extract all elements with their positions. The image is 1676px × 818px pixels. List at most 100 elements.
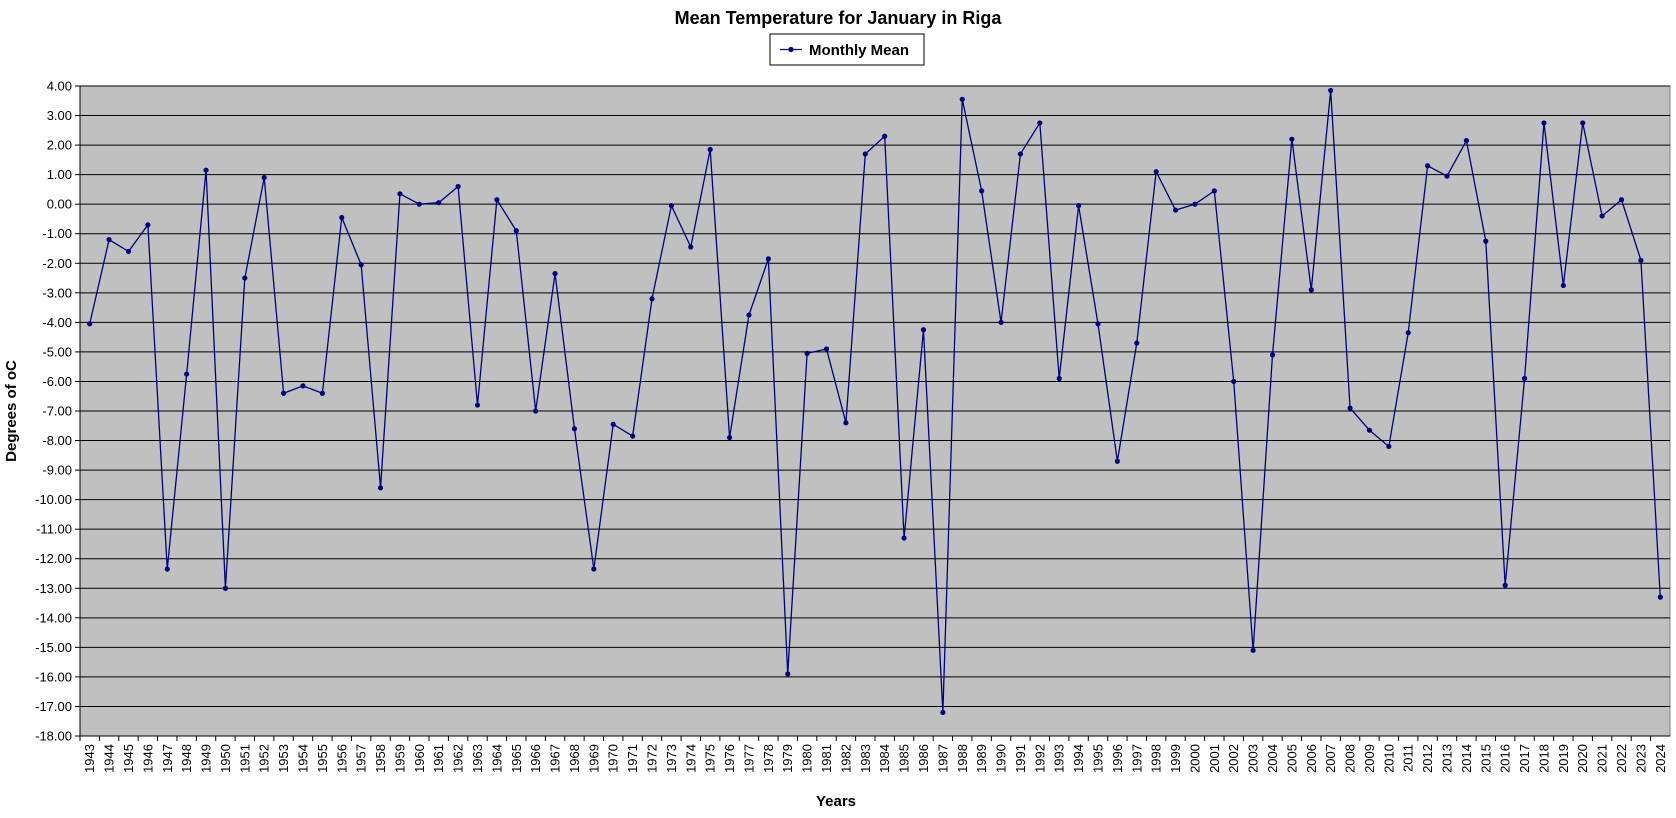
y-tick-label: -5.00	[42, 344, 72, 359]
data-point	[998, 319, 1004, 325]
data-point	[1231, 378, 1237, 385]
data-point	[125, 248, 132, 255]
x-tick-label: 1973	[664, 744, 679, 773]
data-point	[87, 321, 93, 327]
data-point	[882, 133, 888, 139]
x-tick-label: 1991	[1013, 744, 1028, 773]
data-point	[1405, 330, 1411, 336]
data-point	[804, 350, 810, 356]
data-point	[1521, 375, 1528, 382]
legend-point-marker	[788, 46, 794, 53]
x-tick-label: 1995	[1090, 744, 1105, 773]
data-point	[1638, 257, 1644, 263]
x-tick-label: 1948	[179, 744, 194, 773]
data-point	[1308, 287, 1314, 293]
x-tick-label: 2015	[1478, 744, 1493, 773]
x-tick-label: 1965	[509, 744, 524, 773]
x-tick-label: 2000	[1187, 744, 1202, 773]
x-tick-label: 1963	[470, 744, 485, 773]
x-tick-label: 1993	[1052, 744, 1067, 773]
y-tick-label: -12.00	[35, 551, 72, 566]
data-point	[145, 222, 151, 228]
data-point	[1328, 87, 1334, 94]
x-tick-label: 1946	[140, 744, 155, 773]
x-axis-ticks: 1943 1944 1945 1946 1947 1948 1949 1950 1951 1952…	[79, 86, 1670, 773]
series-line	[89, 89, 1661, 714]
data-point	[106, 237, 112, 243]
data-point	[494, 197, 500, 203]
x-tick-label: 2012	[1420, 744, 1435, 773]
x-tick-label: 1949	[199, 744, 214, 773]
y-tick-label: 2.00	[47, 138, 72, 153]
y-tick-label: 4.00	[47, 79, 72, 94]
x-tick-label: 1983	[858, 744, 873, 773]
x-tick-label: 1953	[276, 744, 291, 773]
data-point	[280, 390, 287, 396]
y-tick-label: -9.00	[42, 463, 72, 478]
data-point	[862, 151, 868, 157]
y-tick-label: -11.00	[36, 522, 72, 537]
data-point	[533, 408, 539, 414]
x-tick-label: 2004	[1265, 744, 1280, 773]
x-tick-label: 2023	[1633, 744, 1648, 773]
y-tick-label: 0.00	[47, 197, 72, 212]
x-tick-label: 1977	[741, 744, 756, 773]
data-point	[1134, 340, 1140, 346]
data-point	[1618, 197, 1625, 203]
x-tick-label: 1943	[82, 744, 97, 773]
data-point	[1347, 405, 1353, 411]
x-tick-label: 1971	[625, 744, 640, 773]
y-tick-label: -3.00	[42, 285, 72, 300]
data-point	[1386, 443, 1392, 450]
y-tick-label: -6.00	[42, 374, 72, 389]
data-point	[1269, 352, 1276, 358]
data-point	[979, 188, 985, 194]
x-tick-label: 1980	[800, 744, 815, 773]
data-point	[1580, 120, 1586, 126]
data-point	[1211, 188, 1217, 194]
x-tick-label: 1981	[819, 744, 834, 773]
x-tick-label: 1999	[1168, 744, 1183, 773]
x-tick-label: 1996	[1110, 744, 1125, 773]
data-point	[436, 200, 442, 206]
data-point	[1560, 282, 1566, 289]
data-point	[726, 434, 733, 441]
data-point	[222, 585, 229, 591]
y-tick-label: -17.00	[35, 699, 72, 714]
data-point	[765, 256, 771, 262]
data-point	[377, 485, 384, 491]
x-tick-label: 2018	[1536, 744, 1551, 773]
y-tick-label: -2.00	[42, 256, 72, 271]
data-point	[823, 346, 830, 352]
data-point	[1250, 647, 1256, 653]
data-point	[184, 371, 190, 377]
x-tick-label: 1959	[392, 744, 407, 773]
x-tick-label: 2021	[1595, 744, 1610, 773]
x-tick-label: 1947	[160, 744, 175, 773]
data-point	[1483, 238, 1489, 244]
x-tick-label: 1950	[218, 744, 233, 773]
x-tick-label: 2006	[1304, 744, 1319, 773]
y-tick-label: -18.00	[35, 729, 72, 744]
y-axis-ticks: -18.00 -17.00 -16.00 -15.00 -14.00 -13.00 -12.…	[35, 79, 80, 744]
x-axis-title: Years	[816, 793, 856, 810]
data-point	[339, 214, 345, 221]
x-tick-label: 1976	[722, 744, 737, 773]
y-tick-label: -14.00	[35, 610, 72, 625]
y-tick-label: -10.00	[35, 492, 72, 507]
y-tick-label: -13.00	[35, 581, 72, 596]
x-tick-label: 1998	[1149, 744, 1164, 773]
data-point	[203, 167, 209, 173]
x-tick-label: 2024	[1653, 744, 1668, 773]
data-point	[1599, 213, 1605, 219]
x-tick-label: 2013	[1440, 744, 1455, 773]
data-point	[746, 312, 752, 318]
data-point	[1095, 321, 1101, 327]
data-point	[1153, 169, 1159, 175]
x-tick-label: 1989	[974, 744, 989, 773]
x-tick-label: 2009	[1362, 744, 1377, 773]
x-tick-label: 1958	[373, 744, 388, 773]
data-point	[1541, 120, 1547, 126]
legend-entry-monthly-mean: Monthly Mean	[809, 42, 909, 59]
